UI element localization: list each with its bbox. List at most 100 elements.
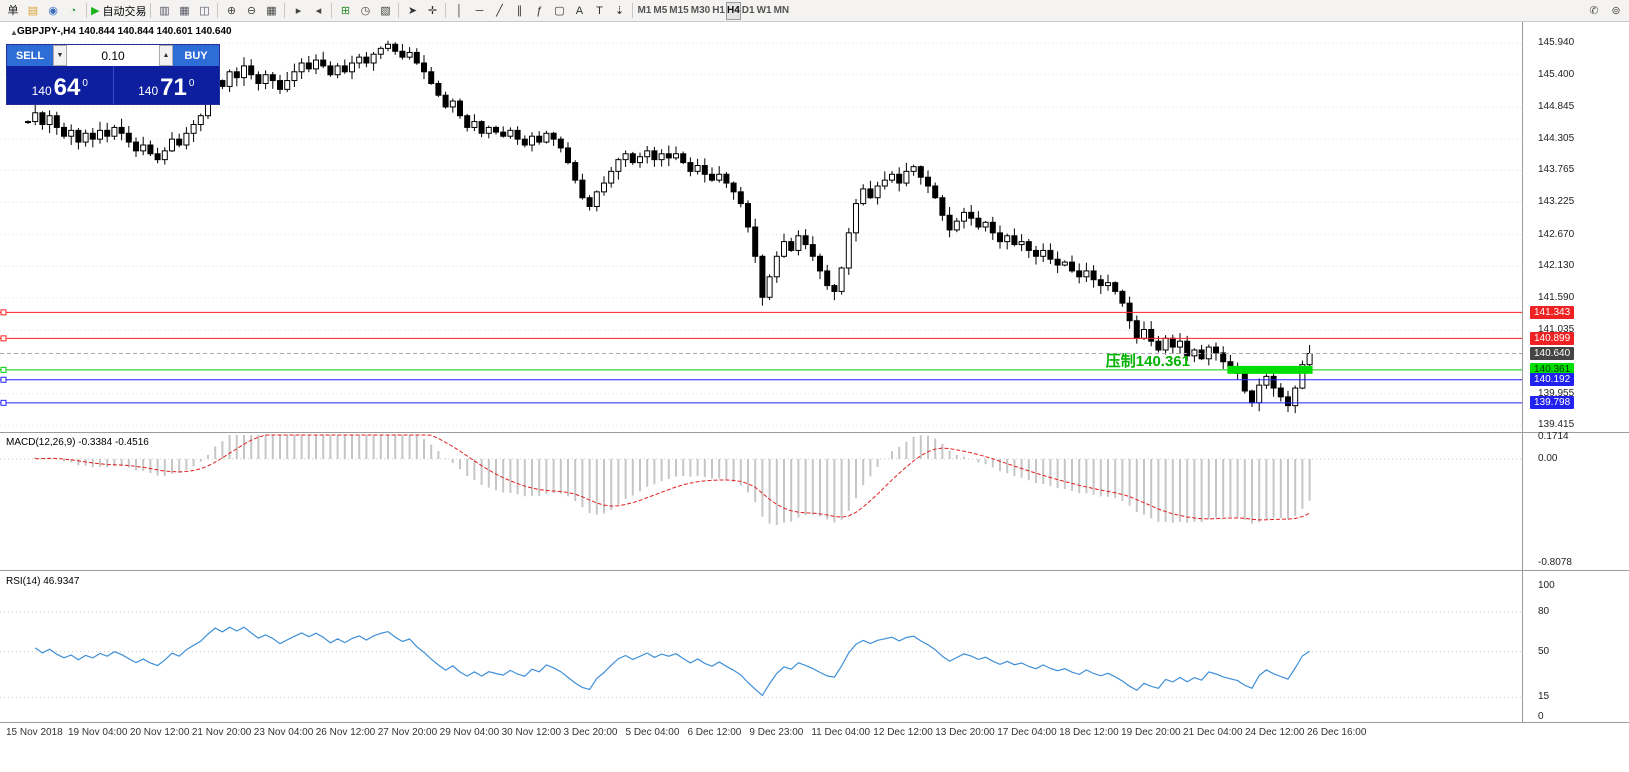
vertical-line-icon[interactable]: │: [449, 2, 469, 20]
candle-body: [579, 179, 586, 199]
market-watch-icon[interactable]: ▦: [174, 2, 194, 20]
candle-body: [925, 176, 931, 187]
timeframe-m30[interactable]: M30: [690, 2, 711, 20]
rsi-line: [34, 626, 1310, 697]
community-icon[interactable]: ⊚: [1606, 2, 1626, 20]
shapes-icon[interactable]: ▢: [549, 2, 569, 20]
pressure-annotation: 压制140.361: [1106, 352, 1190, 370]
rsi-panel[interactable]: [0, 571, 1522, 722]
main-price-chart[interactable]: 压制140.361: [0, 22, 1522, 432]
candle-body: [313, 59, 319, 70]
refresh-icon[interactable]: ◔: [63, 2, 83, 20]
mobile-app-icon[interactable]: ✆: [1584, 2, 1604, 20]
candle-body: [622, 153, 629, 161]
navigator-icon[interactable]: ◫: [194, 2, 214, 20]
buy-price-display[interactable]: 140 71 0: [114, 66, 220, 104]
candle-body: [104, 129, 111, 137]
charts-grid-icon[interactable]: ▤: [23, 2, 43, 20]
sell-button[interactable]: SELL: [7, 45, 53, 66]
timeframe-m15[interactable]: M15: [668, 2, 689, 20]
candle-body: [658, 153, 665, 161]
candle-body: [356, 56, 363, 64]
candle-body: [133, 141, 139, 152]
timeframe-h4[interactable]: H4: [725, 1, 741, 20]
candle-body: [75, 129, 82, 143]
candle-body: [565, 147, 571, 164]
crosshair-icon[interactable]: ✛: [422, 2, 442, 20]
price-tag: 140.192: [1530, 373, 1575, 387]
candle-body: [795, 235, 802, 251]
candle-body: [1270, 375, 1277, 389]
candle-body: [32, 112, 39, 123]
candle-body: [997, 232, 1003, 243]
periods-icon[interactable]: ◷: [355, 2, 375, 20]
price-axis-label: 144.845: [1538, 101, 1575, 113]
time-axis-label: 23 Nov 04:00: [253, 727, 314, 738]
tile-windows-icon[interactable]: ▦: [261, 2, 281, 20]
candle-body: [601, 182, 607, 193]
macd-panel[interactable]: [0, 433, 1522, 570]
timeframe-m1[interactable]: M1: [636, 2, 652, 20]
lot-increase-button[interactable]: ▲: [159, 45, 173, 66]
candle-body: [593, 191, 600, 208]
macd-signal-line: [35, 434, 1310, 521]
candle-body: [881, 179, 888, 187]
candle-body: [1004, 235, 1011, 243]
candle-body: [298, 62, 305, 73]
candle-body: [903, 170, 910, 184]
time-axis-label: 17 Dec 04:00: [997, 727, 1057, 738]
timeframe-h1[interactable]: H1: [711, 2, 726, 20]
cursor-icon[interactable]: ➤: [402, 2, 422, 20]
rsi-indicator-label: RSI(14) 46.9347: [6, 576, 80, 587]
time-axis-label: 18 Dec 12:00: [1059, 727, 1119, 738]
collapse-trade-panel-button[interactable]: ▲: [4, 27, 24, 38]
timeframe-m5[interactable]: M5: [652, 2, 668, 20]
templates-icon[interactable]: ▧: [375, 2, 395, 20]
price-axis[interactable]: 145.940 145.400 144.845 144.305 143.765 143.2…: [1523, 0, 1629, 772]
auto-scroll-icon[interactable]: ▸: [288, 2, 308, 20]
trendline-icon[interactable]: ╱: [489, 2, 509, 20]
candle-body: [262, 74, 269, 85]
time-axis-label: 20 Nov 12:00: [129, 727, 190, 738]
text-icon[interactable]: A: [569, 2, 589, 20]
new-order-button[interactable]: 单: [3, 2, 23, 20]
auto-trading-button[interactable]: ▶ 自动交易: [90, 2, 147, 20]
data-window-icon[interactable]: ▥: [154, 2, 174, 20]
toolbar-separator: [398, 3, 400, 18]
channel-icon[interactable]: ∥: [509, 2, 529, 20]
candle-body: [608, 170, 615, 184]
lot-decrease-button[interactable]: ▼: [53, 45, 67, 66]
time-axis-label: 19 Nov 04:00: [67, 727, 128, 738]
indicators-icon[interactable]: ⊞: [335, 2, 355, 20]
zoom-out-icon[interactable]: ⊖: [241, 2, 261, 20]
buy-button[interactable]: BUY: [173, 45, 219, 66]
candle-body: [766, 276, 773, 298]
candle-body: [1119, 290, 1126, 304]
fibonacci-icon[interactable]: ƒ: [529, 2, 549, 20]
time-axis-label: 26 Dec 16:00: [1306, 727, 1367, 738]
time-axis-label: 30 Nov 12:00: [501, 727, 562, 738]
label-icon[interactable]: T: [589, 2, 609, 20]
candle-body: [1299, 364, 1306, 389]
macd-panel-divider[interactable]: [0, 432, 1629, 433]
time-axis[interactable]: 15 Nov 2018 19 Nov 04:00 20 Nov 12:00 21 No…: [0, 723, 1522, 743]
horizontal-line-icon[interactable]: ─: [469, 2, 489, 20]
candle-body: [169, 138, 175, 152]
timeframe-mn[interactable]: MN: [773, 2, 791, 20]
timeframe-d1[interactable]: D1: [741, 2, 756, 20]
chart-shift-icon[interactable]: ◂: [308, 2, 328, 20]
rsi-panel-divider[interactable]: [0, 570, 1629, 571]
candle-body: [154, 153, 161, 161]
profile-icon[interactable]: ◉: [43, 2, 63, 20]
candle-body: [421, 62, 427, 73]
lot-size-input[interactable]: [67, 45, 159, 66]
sell-price-display[interactable]: 140 64 0: [7, 66, 113, 104]
candle-body: [982, 221, 989, 228]
candle-body: [637, 156, 643, 164]
candle-body: [709, 173, 715, 181]
candle-body: [673, 153, 679, 159]
candle-body: [716, 173, 723, 181]
zoom-in-icon[interactable]: ⊕: [221, 2, 241, 20]
timeframe-w1[interactable]: W1: [756, 2, 773, 20]
arrows-icon[interactable]: ⇣: [609, 2, 629, 20]
